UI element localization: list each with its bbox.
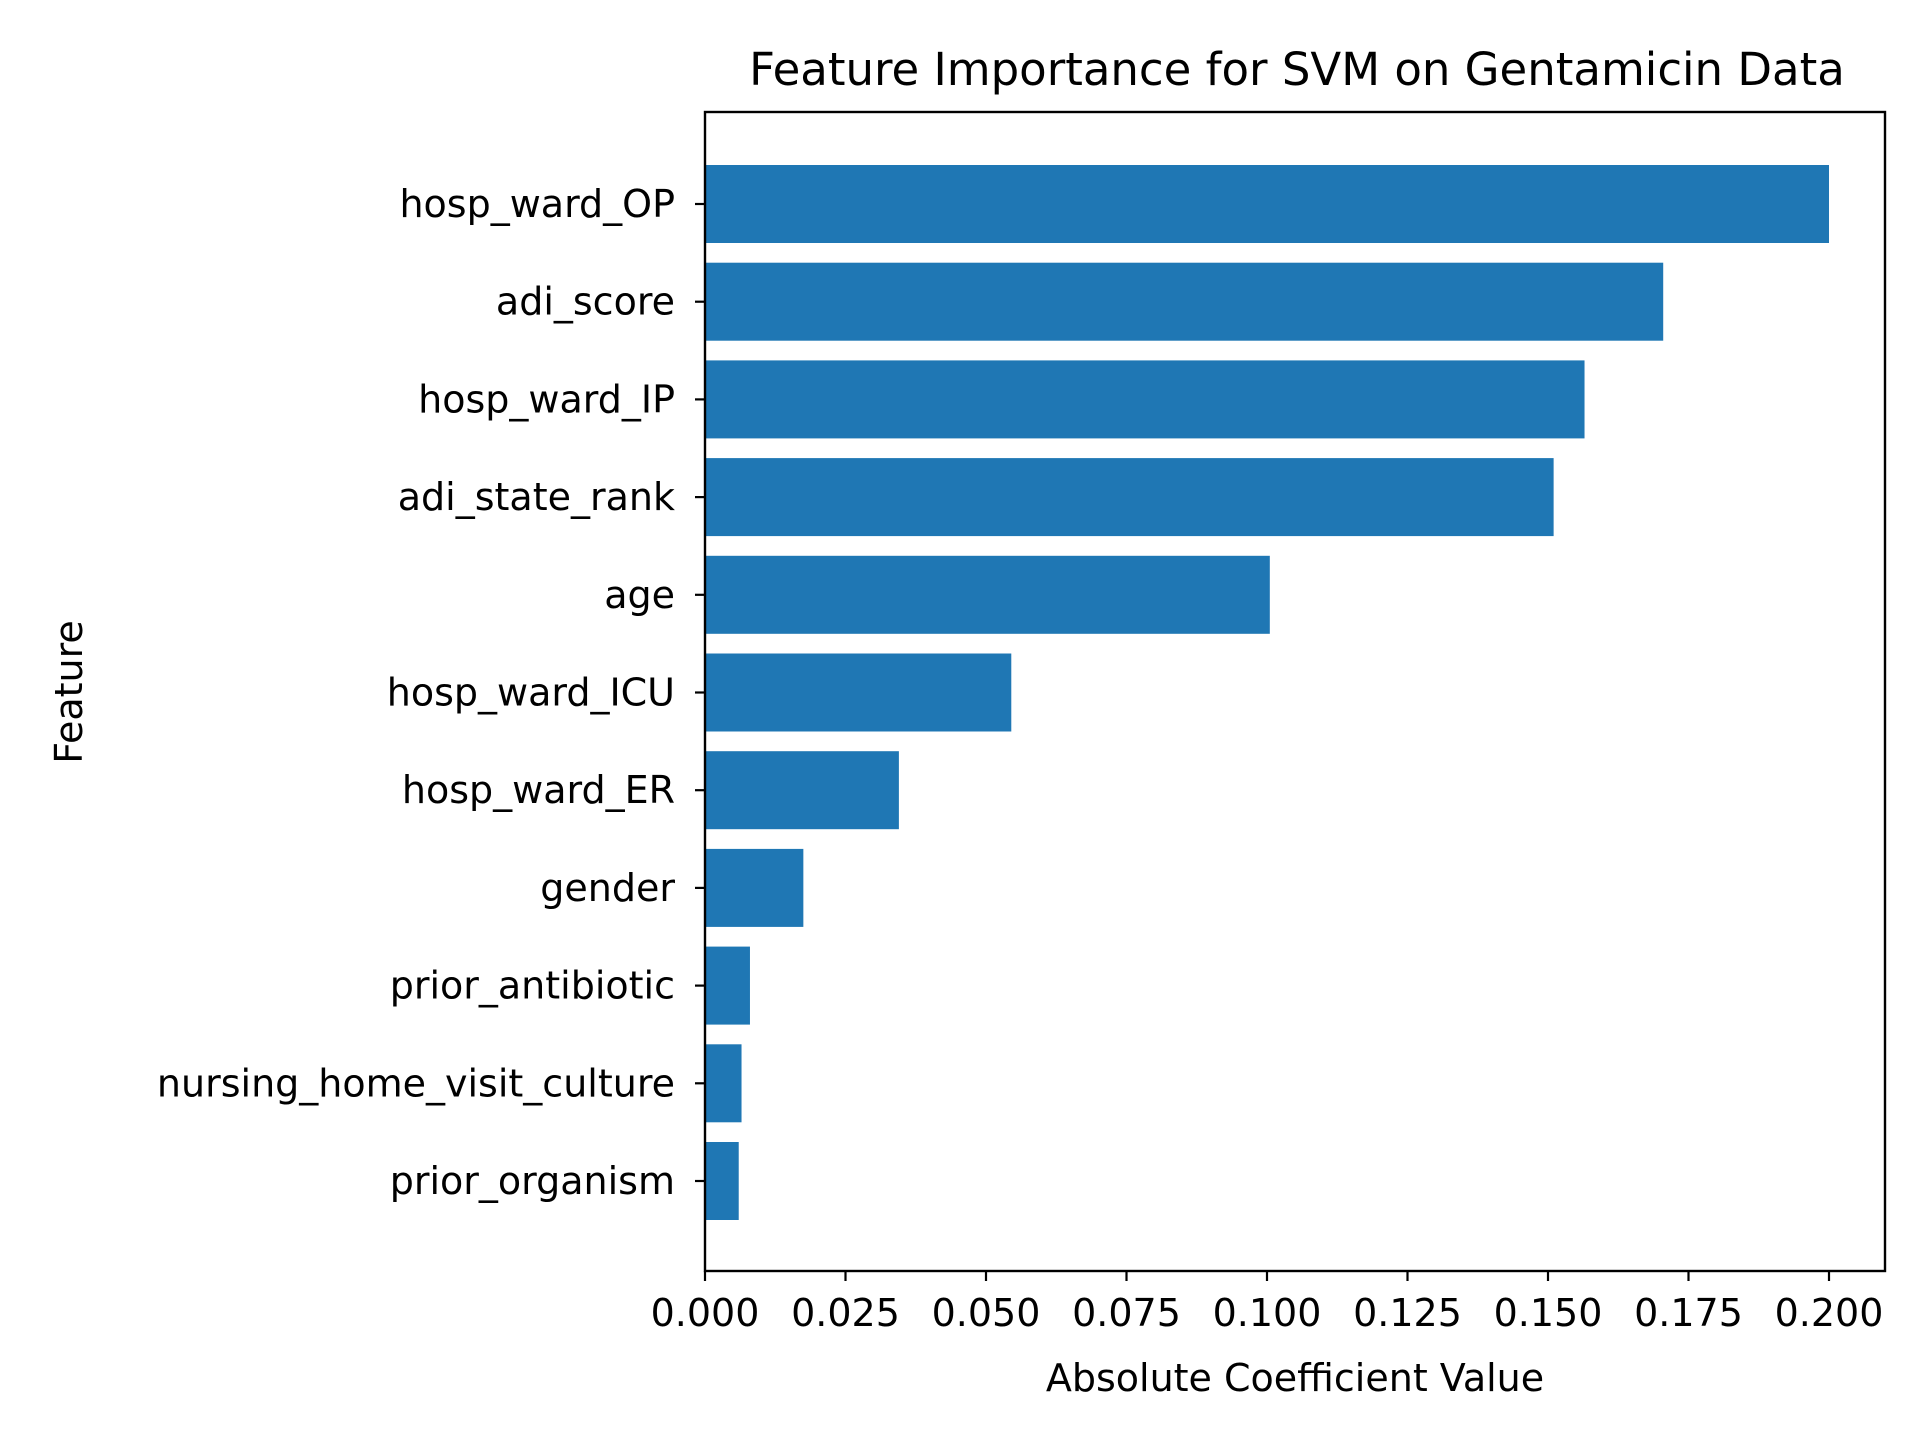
x-axis-ticks: 0.000 0.025 0.050 0.075 0.100 0.125 0.150 0.175…	[651, 1271, 1884, 1335]
bar-hosp-ward-IP	[705, 360, 1585, 439]
y-tick-label: gender	[540, 866, 675, 910]
x-tick-label: 0.050	[932, 1291, 1041, 1335]
x-tick-label: 0.000	[651, 1291, 760, 1335]
bar-prior-antibiotic	[705, 946, 750, 1025]
bar-nursing-home-visit-culture	[705, 1044, 742, 1123]
x-tick-label: 0.200	[1775, 1291, 1884, 1335]
y-tick-label: nursing_home_visit_culture	[157, 1061, 675, 1105]
y-tick-label: age	[604, 573, 675, 617]
bar-prior-organism	[705, 1142, 739, 1220]
bar-adi-score	[705, 262, 1664, 341]
y-tick-label: adi_score	[496, 280, 675, 324]
y-tick-label: hosp_ward_ER	[402, 768, 675, 812]
plot-frame	[703, 110, 1887, 1273]
bar-hosp-ward-ER	[705, 751, 899, 830]
x-tick-label: 0.175	[1634, 1291, 1743, 1335]
bar-adi-state-rank	[705, 458, 1554, 537]
y-axis-ticks: hosp_ward_OP adi_score hosp_ward_IP adi_sta…	[157, 182, 705, 1203]
x-tick-label: 0.025	[791, 1291, 900, 1335]
y-tick-label: hosp_ward_OP	[399, 182, 675, 226]
bar-hosp-ward-ICU	[705, 653, 1012, 732]
bars-layer	[705, 165, 1829, 1220]
y-tick-label: prior_organism	[390, 1159, 675, 1203]
chart-title: Feature Importance for SVM on Gentamicin…	[749, 43, 1845, 96]
bar-age	[705, 555, 1270, 634]
x-tick-label: 0.100	[1213, 1291, 1322, 1335]
x-tick-label: 0.125	[1353, 1291, 1462, 1335]
y-axis-title: Feature	[47, 620, 91, 764]
x-tick-label: 0.075	[1072, 1291, 1181, 1335]
x-axis-title: Absolute Coefficient Value	[1046, 1356, 1544, 1400]
y-tick-label: adi_state_rank	[398, 475, 675, 519]
y-tick-label: prior_antibiotic	[390, 964, 675, 1008]
x-tick-label: 0.150	[1494, 1291, 1603, 1335]
bar-gender	[705, 848, 804, 927]
bar-hosp-ward-OP	[705, 165, 1829, 243]
y-tick-label: hosp_ward_ICU	[387, 671, 675, 715]
y-tick-label: hosp_ward_IP	[418, 377, 675, 421]
